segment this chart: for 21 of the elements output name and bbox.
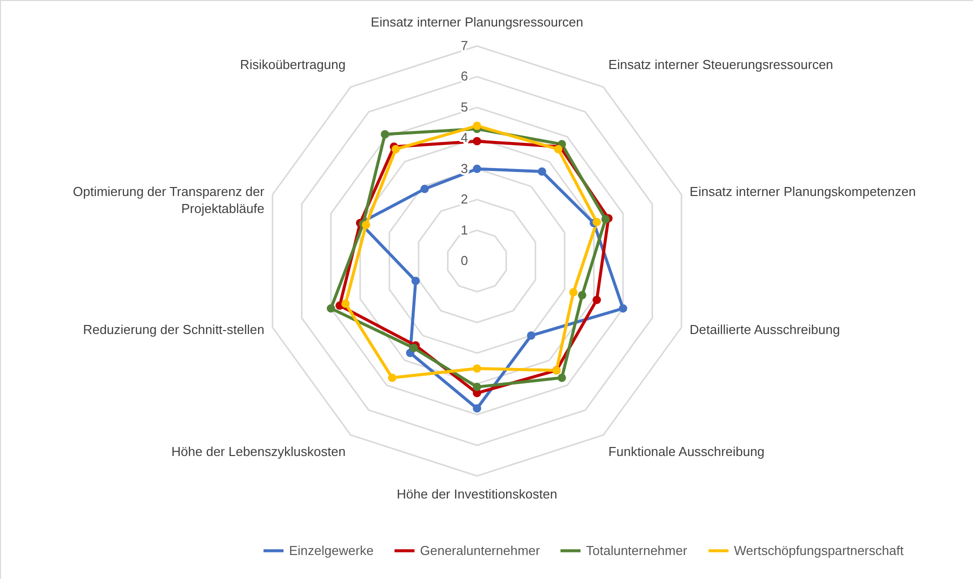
y-tick-label: 5 [460, 99, 468, 114]
spoke-label: Einsatz interner Steuerungsressourcen [608, 57, 834, 72]
spoke-label: Funktionale Ausschreibung [608, 444, 765, 459]
legend-label: Wertschöpfungspartnerschaft [734, 542, 904, 558]
spoke-label: Detaillierte Ausschreibung [690, 322, 840, 338]
spoke-label: Einsatz interner Planungsressourcen [370, 14, 584, 30]
spoke-label: Reduzierung der Schnitt-stellen [82, 322, 264, 338]
y-tick-label: 0 [460, 253, 468, 268]
spoke-label: Höhe der Lebenszykluskosten [171, 444, 346, 459]
spoke-label: Optimierung der Transparenz der Projektabläufe [72, 184, 266, 216]
y-tick-label: 3 [460, 160, 468, 176]
spoke-label: Einsatz interner Planungskompetenzen [690, 184, 916, 199]
legend-label: Einzelgewerke [289, 542, 374, 558]
y-tick-label: 6 [460, 68, 468, 84]
y-tick-label: 2 [460, 192, 468, 207]
legend-label: Generalunternehmer [420, 542, 541, 558]
y-tick-label: 1 [460, 222, 468, 238]
y-tick-label: 7 [460, 38, 468, 53]
legend-label: Totalunternehmer [586, 542, 688, 558]
spoke-label: Risikoübertragung [240, 57, 346, 72]
spoke-label: Höhe der Investitionskosten [396, 486, 558, 502]
